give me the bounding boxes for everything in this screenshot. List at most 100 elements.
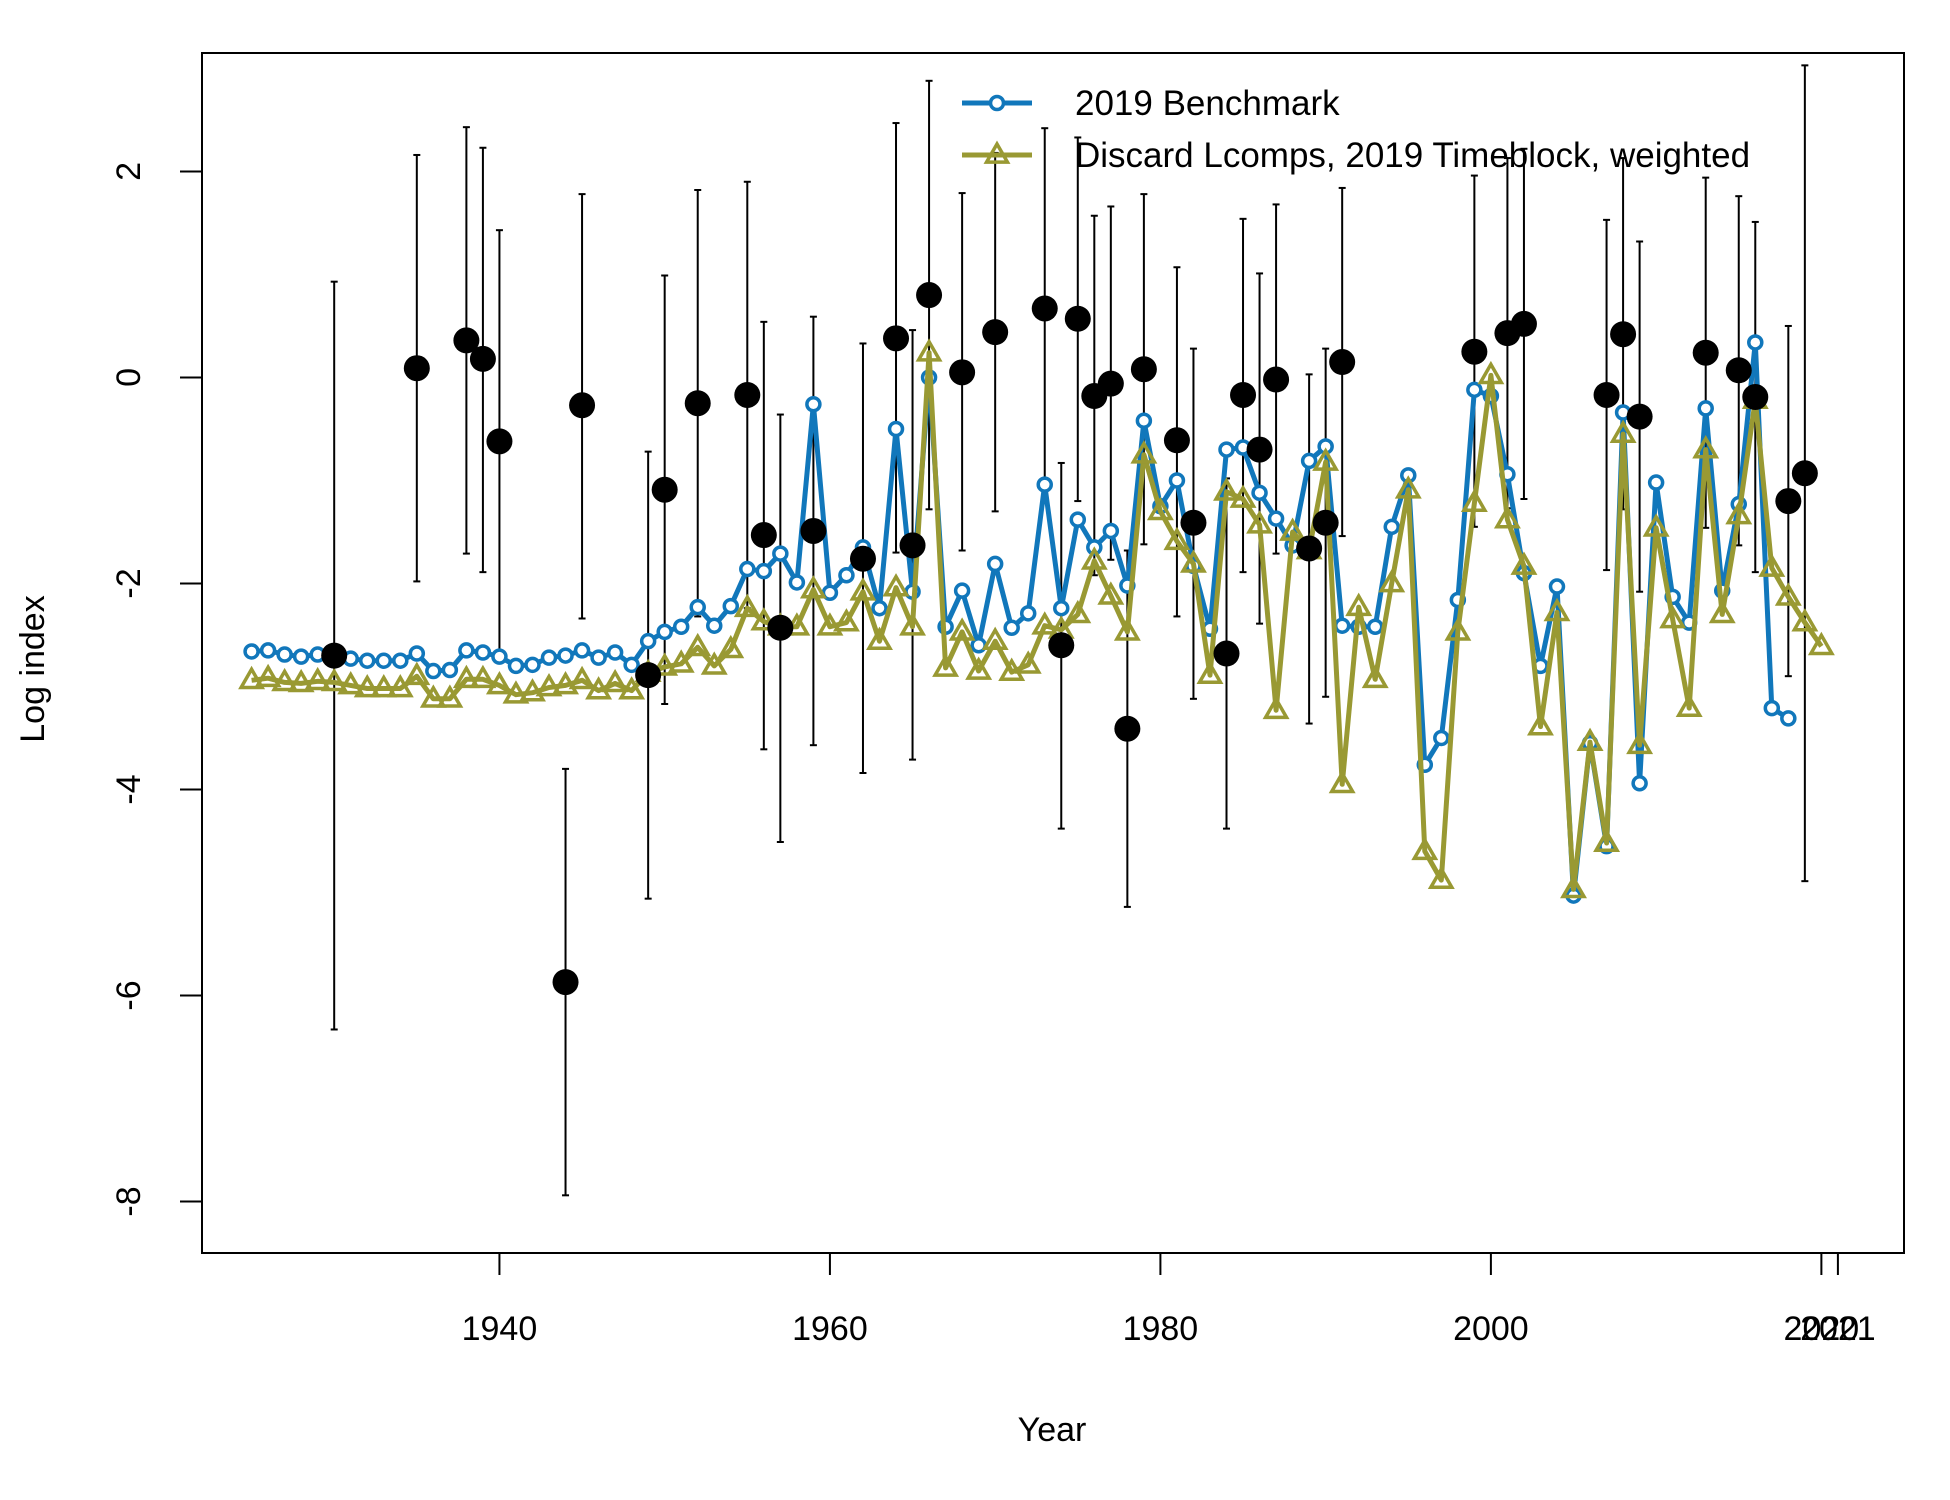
discard-point xyxy=(452,664,480,689)
discard-point xyxy=(1708,599,1736,624)
observed-point xyxy=(1114,715,1141,742)
discard-point xyxy=(601,668,629,693)
discard-point xyxy=(1246,510,1274,534)
benchmark-point xyxy=(623,656,640,674)
series-line-2019-benchmark xyxy=(251,339,1790,899)
benchmark-point xyxy=(838,566,855,584)
discard-point xyxy=(948,617,976,641)
observed-point xyxy=(949,359,976,386)
discard-point xyxy=(799,575,827,599)
discard-point xyxy=(1378,568,1406,593)
observed-point xyxy=(1246,436,1273,463)
discard-point xyxy=(254,663,282,688)
benchmark-point xyxy=(1168,472,1186,489)
discard-point xyxy=(271,667,299,692)
benchmark-point xyxy=(788,574,806,591)
observed-point xyxy=(486,428,513,455)
discard-point xyxy=(1642,513,1670,537)
y-axis-label: Log index xyxy=(14,595,52,742)
observed-point xyxy=(1048,632,1075,659)
benchmark-point xyxy=(656,623,673,641)
observed-point xyxy=(1593,381,1620,408)
benchmark-point xyxy=(408,645,426,662)
x-tick-label: 2020 xyxy=(1784,1310,1860,1348)
discard-point xyxy=(370,674,398,698)
legend-label-2019-benchmark: 2019 Benchmark xyxy=(1075,84,1340,123)
discard-point xyxy=(1510,551,1538,575)
benchmark-point xyxy=(1102,522,1120,540)
observed-point xyxy=(982,319,1009,346)
benchmark-point xyxy=(739,560,756,578)
benchmark-point xyxy=(1697,400,1714,417)
discard-point xyxy=(1229,484,1257,508)
benchmark-point xyxy=(1003,619,1020,637)
observed-point xyxy=(1510,310,1537,337)
discard-point xyxy=(1791,608,1819,632)
observed-point xyxy=(1692,339,1719,366)
discard-point xyxy=(1477,360,1505,385)
discard-point xyxy=(287,668,315,693)
observed-point xyxy=(916,282,943,309)
benchmark-point xyxy=(1747,334,1764,351)
benchmark-point xyxy=(540,649,558,666)
discard-point xyxy=(485,670,513,695)
observed-point xyxy=(635,662,662,689)
observed-point xyxy=(1163,427,1190,454)
discard-point xyxy=(882,573,910,597)
observed-point xyxy=(750,522,777,549)
benchmark-point xyxy=(259,642,277,659)
discard-point xyxy=(304,666,332,691)
x-axis-label: Year xyxy=(1018,1411,1087,1449)
observed-point xyxy=(684,390,711,417)
discard-point xyxy=(1179,549,1207,573)
observed-point xyxy=(883,325,910,352)
benchmark-point xyxy=(1548,578,1566,595)
discard-point xyxy=(1262,695,1290,720)
benchmark-point xyxy=(358,652,376,669)
discard-point xyxy=(1213,477,1240,501)
discard-point xyxy=(1031,611,1059,635)
observed-point xyxy=(403,355,430,382)
discard-point xyxy=(1064,599,1092,624)
discard-point xyxy=(816,612,844,636)
benchmark-point xyxy=(292,648,310,665)
y-tick-label: -2 xyxy=(110,568,148,598)
discard-point xyxy=(915,338,943,362)
discard-point xyxy=(353,674,381,698)
benchmark-point xyxy=(1647,474,1665,491)
discard-point xyxy=(1394,475,1422,499)
benchmark-point xyxy=(1251,484,1268,502)
y-tick-label: 2 xyxy=(110,162,148,181)
observed-point xyxy=(1097,370,1124,397)
observed-point xyxy=(1230,381,1257,408)
y-tick-label: -6 xyxy=(110,980,148,1010)
discard-point xyxy=(1080,546,1108,570)
observed-point xyxy=(1610,321,1637,348)
x-tick-label: 2000 xyxy=(1453,1310,1529,1348)
benchmark-point xyxy=(507,657,525,675)
observed-point xyxy=(1742,384,1769,411)
observed-point xyxy=(1213,640,1240,667)
observed-point xyxy=(1329,349,1356,376)
discard-point xyxy=(733,593,761,618)
discard-point xyxy=(1725,500,1753,525)
benchmark-point xyxy=(573,642,591,659)
benchmark-point xyxy=(590,649,607,666)
benchmark-point xyxy=(986,555,1004,573)
legend: 2019 Benchmark Discard Lcomps, 2019 Timeb… xyxy=(962,84,1750,175)
benchmark-point xyxy=(392,652,409,669)
discard-point xyxy=(717,634,745,659)
discard-point xyxy=(1411,836,1439,861)
discard-point xyxy=(337,670,365,695)
observed-point xyxy=(1312,509,1339,536)
series-layer xyxy=(238,282,1835,996)
benchmark-point xyxy=(1333,617,1351,634)
benchmark-point xyxy=(1053,599,1070,617)
discard-point xyxy=(1163,526,1191,551)
observed-point xyxy=(1180,509,1207,536)
x-tick-label: 1940 xyxy=(462,1310,538,1348)
observed-point xyxy=(569,392,596,419)
benchmark-point xyxy=(755,562,773,580)
discard-point xyxy=(1493,505,1521,529)
discard-point xyxy=(1659,605,1687,629)
